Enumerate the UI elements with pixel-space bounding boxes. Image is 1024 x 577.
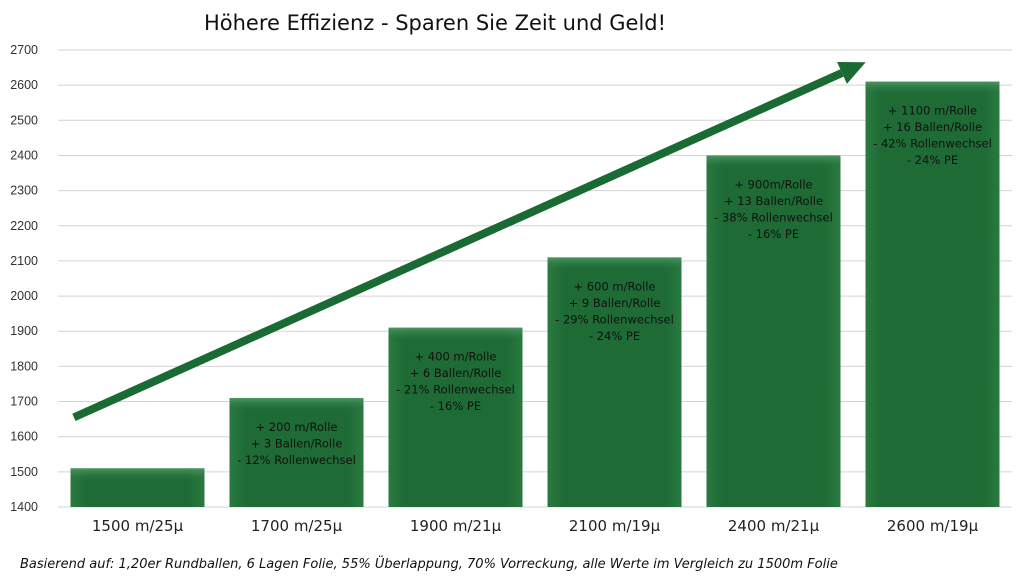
bar-annotation-line: - 42% Rollenwechsel: [873, 137, 992, 151]
bars: [70, 81, 1000, 507]
bar-top-shade: [547, 257, 682, 272]
trend-arrow: [72, 61, 866, 422]
trend-arrow-head: [837, 61, 866, 84]
y-tick-label: 2300: [10, 184, 38, 198]
bar-top-shade: [706, 155, 841, 170]
bar-annotation-line: - 12% Rollenwechsel: [237, 453, 356, 467]
x-category-label: 2100 m/19µ: [569, 517, 661, 535]
bar-top-shade: [388, 327, 523, 342]
y-tick-label: 2600: [10, 78, 38, 92]
bar: [547, 257, 682, 507]
y-tick-label: 2200: [10, 219, 38, 233]
x-axis: 1500 m/25µ 1700 m/25µ 1900 m/21µ 2100 m/19µ…: [92, 517, 979, 535]
x-category-label: 1700 m/25µ: [251, 517, 343, 535]
bar: [706, 155, 841, 507]
bar-annotation-line: + 1100 m/Rolle: [888, 104, 977, 118]
bar-annotation-line: + 900m/Rolle: [734, 177, 812, 191]
bar-annotation-line: + 200 m/Rolle: [256, 420, 338, 434]
bar-annotation-line: - 38% Rollenwechsel: [714, 210, 833, 224]
bar: [388, 327, 523, 507]
bar-annotations: + 200 m/Rolle + 3 Ballen/Rolle - 12% Rolle…: [237, 104, 992, 467]
x-category-label: 1500 m/25µ: [92, 517, 184, 535]
chart-title: Höhere Effizienz - Sparen Sie Zeit und G…: [204, 11, 666, 35]
y-axis: 1400 1500 1600 1700 1800 1900 2000 2100 2200 2300…: [10, 43, 38, 514]
bar-top-shade: [70, 468, 205, 483]
bar-annotation-line: + 400 m/Rolle: [415, 350, 497, 364]
bar-annotation-line: + 9 Ballen/Rolle: [569, 296, 661, 310]
y-tick-label: 1400: [10, 500, 38, 514]
bar-annotation-line: - 24% PE: [907, 153, 958, 167]
y-tick-label: 2400: [10, 148, 38, 162]
y-tick-label: 1600: [10, 430, 38, 444]
x-category-label: 1900 m/21µ: [410, 517, 502, 535]
bar: [229, 398, 364, 507]
y-tick-label: 1800: [10, 359, 38, 373]
y-tick-label: 2500: [10, 113, 38, 127]
x-category-label: 2600 m/19µ: [887, 517, 979, 535]
bar-annotation-line: - 29% Rollenwechsel: [555, 312, 674, 326]
bar-annotation-line: + 13 Ballen/Rolle: [724, 194, 823, 208]
y-tick-label: 2000: [10, 289, 38, 303]
bar-annotation-line: - 21% Rollenwechsel: [396, 383, 515, 397]
bar-annotation-line: - 24% PE: [589, 329, 640, 343]
bar-annotation-line: - 16% PE: [748, 227, 799, 241]
bar-annotation-line: - 16% PE: [430, 399, 481, 413]
trend-arrow-shaft: [72, 69, 844, 422]
y-tick-label: 2700: [10, 43, 38, 57]
x-category-label: 2400 m/21µ: [728, 517, 820, 535]
grid-lines: [58, 49, 1012, 508]
bar: [865, 81, 1000, 507]
bar-annotation-line: + 3 Ballen/Rolle: [251, 437, 343, 451]
y-tick-label: 1900: [10, 324, 38, 338]
bar-annotation-line: + 6 Ballen/Rolle: [410, 366, 502, 380]
footnote: Basierend auf: 1,20er Rundballen, 6 Lage…: [20, 555, 838, 572]
y-tick-label: 1500: [10, 465, 38, 479]
y-tick-label: 2100: [10, 254, 38, 268]
bar-annotation-line: + 16 Ballen/Rolle: [883, 120, 982, 134]
bar-annotation-line: + 600 m/Rolle: [574, 279, 656, 293]
y-tick-label: 1700: [10, 395, 38, 409]
bar-top-shade: [865, 81, 1000, 96]
bar-top-shade: [229, 398, 364, 413]
